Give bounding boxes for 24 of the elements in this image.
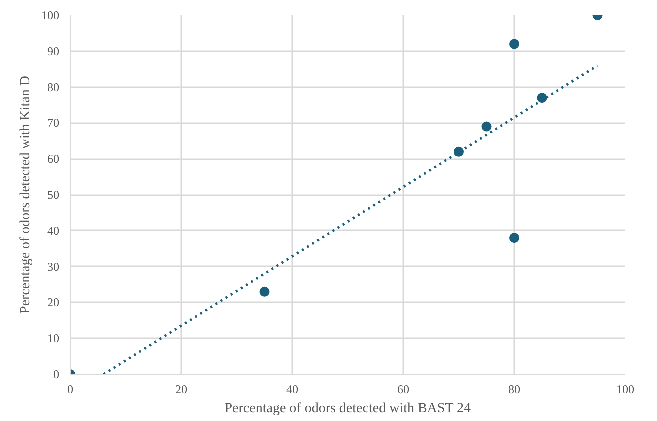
x-tick-label: 80 bbox=[508, 382, 520, 396]
y-tick-label: 70 bbox=[48, 116, 60, 130]
x-tick-label: 60 bbox=[398, 382, 410, 396]
y-tick-label: 50 bbox=[48, 188, 60, 202]
point bbox=[510, 233, 520, 244]
y-tick-label: 60 bbox=[48, 152, 60, 166]
point bbox=[260, 286, 270, 297]
x-tick-label: 40 bbox=[286, 382, 298, 396]
y-tick-label: 40 bbox=[48, 224, 60, 238]
point bbox=[482, 122, 492, 132]
x-tick-label: 100 bbox=[616, 382, 634, 396]
y-tick-label: 20 bbox=[48, 296, 60, 310]
y-axis-title: Percentage of odors detected with Kitan D bbox=[18, 76, 34, 314]
y-tick-label: 30 bbox=[48, 260, 60, 274]
y-tick-label: 90 bbox=[48, 44, 60, 58]
x-tick-label: 0 bbox=[68, 382, 74, 396]
y-tick-label: 0 bbox=[54, 368, 60, 382]
point bbox=[537, 93, 548, 104]
y-tick-label: 10 bbox=[48, 332, 60, 346]
point bbox=[510, 39, 520, 50]
x-axis-title: Percentage of odors detected with BAST 24 bbox=[224, 402, 472, 416]
y-tick-label: 100 bbox=[42, 8, 60, 22]
x-tick-label: 20 bbox=[176, 382, 188, 396]
y-tick-label: 80 bbox=[48, 80, 60, 94]
